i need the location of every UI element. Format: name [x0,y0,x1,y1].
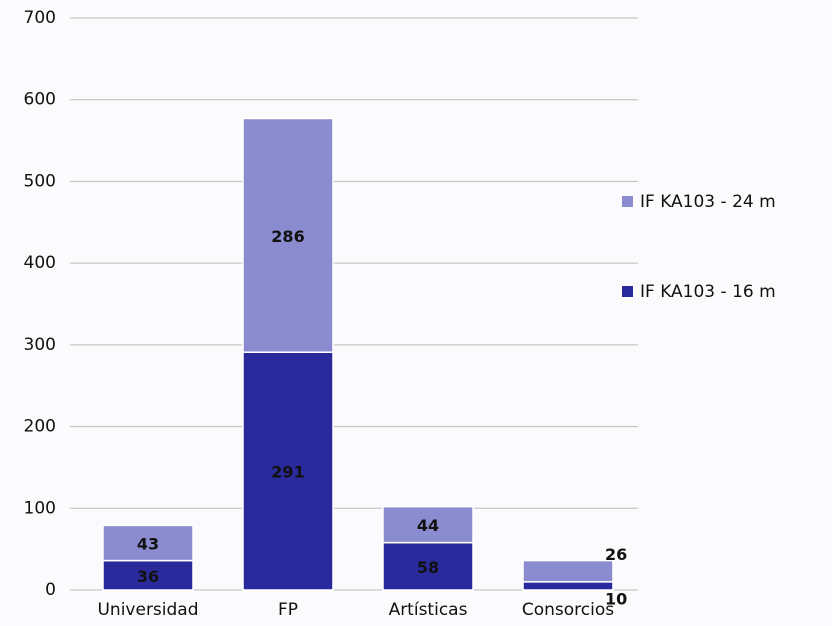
y-tick-label: 400 [24,253,56,273]
y-tick-label: 300 [24,335,56,355]
bar-segment [242,117,334,353]
data-label: 10 [605,590,627,609]
data-label: 43 [137,535,159,554]
x-tick-label: Universidad [97,600,198,620]
legend-label: IF KA103 - 24 m [640,192,776,212]
data-label: 286 [271,227,304,246]
bar-segment [522,581,614,591]
legend-label: IF KA103 - 16 m [640,282,776,302]
bar-segment [382,541,474,591]
data-label: 291 [271,463,304,482]
data-label: 36 [137,567,159,586]
x-tick-label: Artísticas [389,600,468,620]
bar-segment [102,524,194,562]
bar-segment [522,559,614,583]
bar-segment [242,351,334,591]
bar-segment [382,505,474,544]
legend-swatch [622,286,633,297]
y-tick-label: 500 [24,171,56,191]
x-tick-label: Consorcios [522,600,614,620]
data-label: 44 [417,516,439,535]
y-tick-label: 100 [24,498,56,518]
bar-segment [102,559,194,591]
data-label: 58 [417,558,439,577]
legend-swatch [622,196,633,207]
y-tick-label: 200 [24,417,56,437]
y-tick-label: 600 [24,90,56,110]
y-tick-label: 0 [45,580,56,600]
data-label: 26 [605,545,627,564]
y-tick-label: 700 [24,8,56,28]
x-tick-label: FP [278,600,298,620]
